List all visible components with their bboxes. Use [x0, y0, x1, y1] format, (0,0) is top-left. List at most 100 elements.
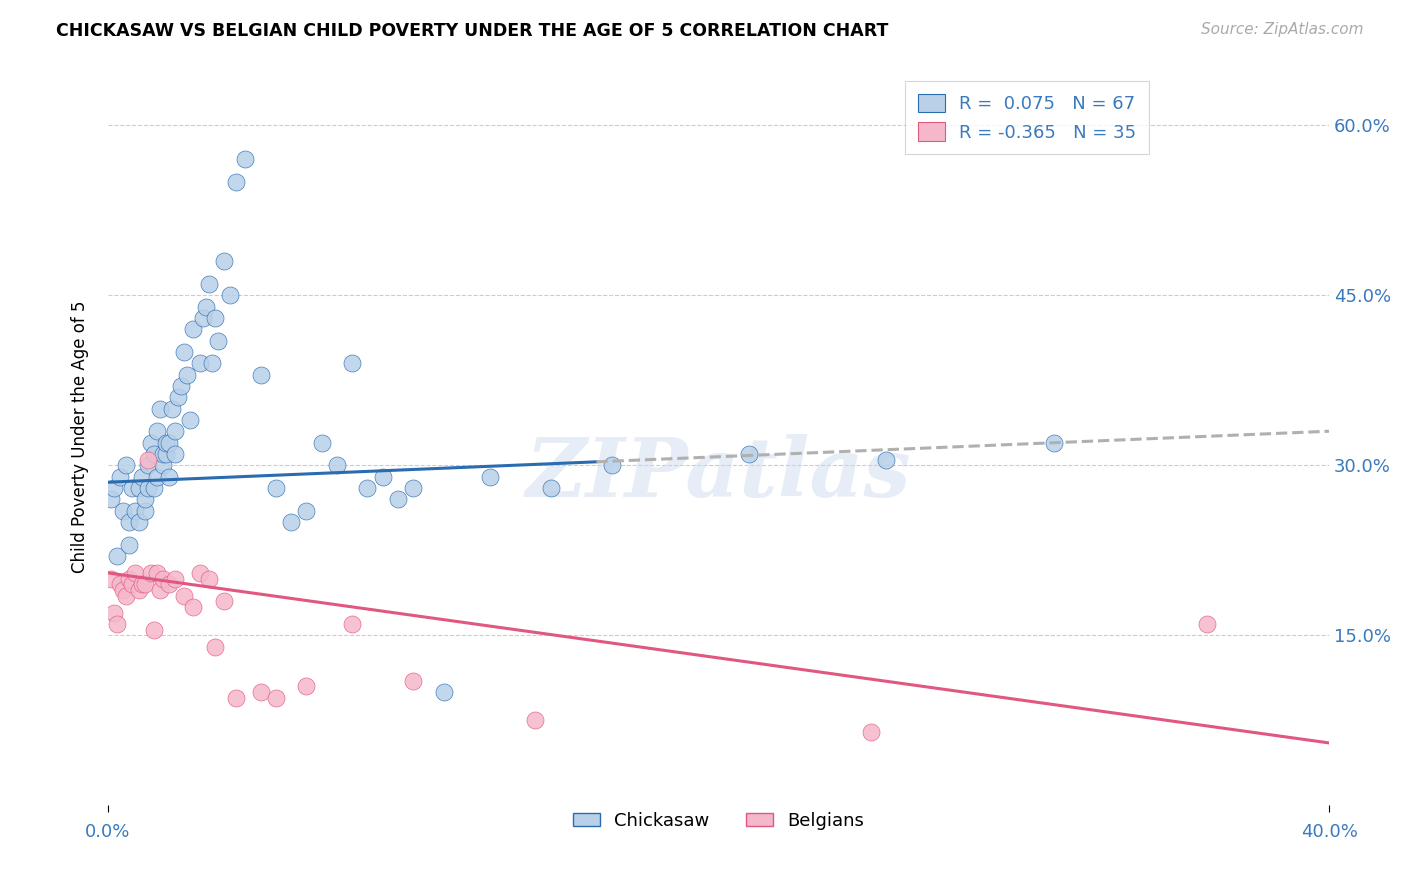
Point: [115, 458, 138, 473]
Point: [311, 435, 333, 450]
Point: [142, 447, 165, 461]
Point: [134, 492, 156, 507]
Point: [340, 616, 363, 631]
Point: [100, 572, 122, 586]
Point: [173, 589, 195, 603]
Point: [170, 379, 193, 393]
Point: [142, 481, 165, 495]
Point: [146, 566, 169, 580]
Point: [160, 401, 183, 416]
Point: [157, 577, 180, 591]
Point: [149, 582, 172, 597]
Point: [176, 368, 198, 382]
Point: [264, 690, 287, 705]
Point: [124, 566, 146, 580]
Point: [112, 503, 135, 517]
Point: [173, 344, 195, 359]
Point: [249, 685, 271, 699]
Point: [188, 566, 211, 580]
Point: [183, 322, 205, 336]
Point: [124, 503, 146, 517]
Point: [387, 492, 409, 507]
Point: [103, 481, 125, 495]
Point: [326, 458, 349, 473]
Point: [738, 447, 761, 461]
Point: [356, 481, 378, 495]
Point: [191, 310, 214, 325]
Point: [167, 390, 190, 404]
Point: [280, 515, 302, 529]
Point: [134, 503, 156, 517]
Point: [155, 447, 177, 461]
Point: [204, 310, 226, 325]
Point: [1195, 616, 1218, 631]
Point: [860, 724, 883, 739]
Point: [139, 435, 162, 450]
Text: ZIPatlas: ZIPatlas: [526, 434, 911, 514]
Point: [235, 152, 257, 166]
Point: [152, 458, 174, 473]
Point: [212, 594, 235, 608]
Point: [139, 566, 162, 580]
Point: [264, 481, 287, 495]
Point: [152, 447, 174, 461]
Point: [295, 679, 318, 693]
Point: [402, 673, 425, 688]
Point: [1043, 435, 1066, 450]
Point: [128, 515, 150, 529]
Point: [402, 481, 425, 495]
Point: [371, 469, 394, 483]
Point: [197, 572, 219, 586]
Point: [201, 356, 224, 370]
Point: [157, 435, 180, 450]
Point: [121, 577, 143, 591]
Point: [197, 277, 219, 291]
Point: [136, 481, 159, 495]
Point: [146, 424, 169, 438]
Point: [149, 401, 172, 416]
Point: [121, 481, 143, 495]
Point: [600, 458, 623, 473]
Point: [207, 334, 229, 348]
Point: [188, 356, 211, 370]
Point: [112, 582, 135, 597]
Point: [295, 503, 318, 517]
Point: [225, 175, 247, 189]
Point: [875, 452, 897, 467]
Point: [165, 424, 187, 438]
Legend: Chickasaw, Belgians: Chickasaw, Belgians: [565, 805, 872, 837]
Y-axis label: Child Poverty Under the Age of 5: Child Poverty Under the Age of 5: [72, 301, 89, 574]
Point: [204, 640, 226, 654]
Point: [433, 685, 456, 699]
Text: CHICKASAW VS BELGIAN CHILD POVERTY UNDER THE AGE OF 5 CORRELATION CHART: CHICKASAW VS BELGIAN CHILD POVERTY UNDER…: [56, 22, 889, 40]
Point: [540, 481, 562, 495]
Point: [194, 300, 217, 314]
Point: [183, 599, 205, 614]
Point: [118, 538, 141, 552]
Point: [524, 713, 547, 727]
Point: [134, 577, 156, 591]
Point: [105, 616, 128, 631]
Point: [118, 572, 141, 586]
Point: [118, 515, 141, 529]
Point: [249, 368, 271, 382]
Point: [152, 572, 174, 586]
Point: [115, 589, 138, 603]
Point: [128, 582, 150, 597]
Point: [146, 469, 169, 483]
Point: [105, 549, 128, 563]
Point: [179, 413, 201, 427]
Point: [108, 469, 131, 483]
Point: [165, 447, 187, 461]
Point: [131, 469, 153, 483]
Text: Source: ZipAtlas.com: Source: ZipAtlas.com: [1201, 22, 1364, 37]
Point: [225, 690, 247, 705]
Point: [131, 577, 153, 591]
Point: [155, 435, 177, 450]
Point: [136, 452, 159, 467]
Point: [219, 288, 242, 302]
Point: [212, 254, 235, 268]
Point: [136, 458, 159, 473]
Point: [103, 606, 125, 620]
Point: [108, 577, 131, 591]
